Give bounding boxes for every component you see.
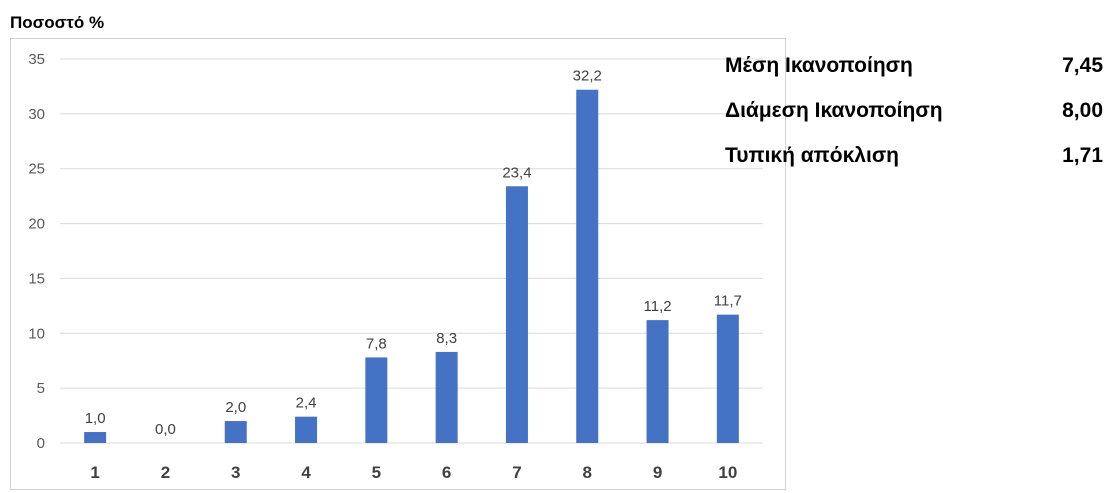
- x-tick-label: 3: [231, 463, 240, 482]
- data-label: 11,2: [644, 298, 672, 315]
- stat-label-std: Τυπική απόκλιση: [725, 144, 900, 167]
- stat-value-std: 1,71: [1062, 144, 1103, 167]
- stats-panel: Μέση Ικανοποίηση 7,45 Διάμεση Ικανοποίησ…: [725, 54, 1105, 189]
- y-tick-label: 15: [28, 270, 45, 287]
- data-label: 2,4: [296, 395, 317, 412]
- chart-frame: 0 5 10 15 20 25 30 35 1,0 1 0,0 2 2,0 3 2,4 4 7,8 5 8,3 6 23…: [10, 38, 786, 490]
- stat-row-mean: Μέση Ικανοποίηση 7,45: [725, 54, 1105, 99]
- data-label: 1,0: [85, 410, 106, 427]
- y-tick-label: 30: [28, 106, 45, 123]
- x-tick-label: 10: [718, 463, 737, 482]
- x-tick-label: 7: [512, 463, 521, 482]
- bar: [505, 186, 528, 444]
- x-tick-label: 6: [442, 463, 451, 482]
- bar: [716, 314, 739, 443]
- x-tick-label: 5: [372, 463, 381, 482]
- data-label: 7,8: [366, 335, 387, 352]
- data-label: 32,2: [573, 68, 602, 85]
- bar: [365, 357, 388, 443]
- y-tick-label: 10: [28, 325, 45, 342]
- y-tick-label: 5: [37, 380, 45, 397]
- y-tick-label: 0: [37, 435, 45, 452]
- y-tick-label: 25: [28, 161, 45, 178]
- x-tick-label: 4: [301, 463, 311, 482]
- data-label: 11,7: [714, 293, 742, 310]
- bar: [576, 89, 599, 443]
- data-label: 8,3: [436, 330, 457, 347]
- data-label: 0,0: [155, 421, 176, 438]
- bar: [295, 416, 318, 443]
- stat-label-median: Διάμεση Ικανοποίηση: [725, 99, 943, 122]
- stat-value-median: 8,00: [1062, 99, 1103, 122]
- stat-value-mean: 7,45: [1062, 54, 1103, 77]
- bar: [84, 432, 107, 443]
- data-label: 23,4: [502, 164, 531, 181]
- bar: [646, 320, 669, 443]
- y-axis-title: Ποσοστό %: [10, 13, 105, 32]
- x-tick-label: 8: [583, 463, 592, 482]
- y-tick-label: 20: [28, 216, 45, 233]
- x-tick-label: 2: [161, 463, 170, 482]
- bar: [435, 351, 458, 443]
- x-tick-label: 1: [90, 463, 99, 482]
- bar-chart: 0 5 10 15 20 25 30 35 1,0 1 0,0 2 2,0 3 2,4 4 7,8 5 8,3 6 23…: [28, 51, 763, 482]
- data-label: 2,0: [225, 399, 246, 416]
- x-tick-label: 9: [653, 463, 662, 482]
- bar: [224, 421, 247, 443]
- stat-row-median: Διάμεση Ικανοποίηση 8,00: [725, 99, 1105, 144]
- stat-label-mean: Μέση Ικανοποίηση: [725, 54, 913, 77]
- stat-row-std: Τυπική απόκλιση 1,71: [725, 144, 1105, 189]
- y-tick-label: 35: [28, 51, 45, 68]
